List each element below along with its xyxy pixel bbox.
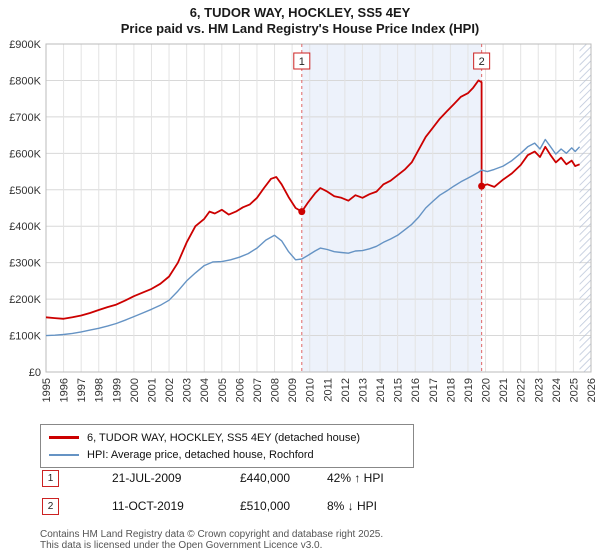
x-axis-label: 2000 <box>129 378 141 402</box>
plot-border <box>45 43 592 373</box>
x-axis-label: 2017 <box>428 378 440 402</box>
legend-item-hpi: HPI: Average price, detached house, Roch… <box>49 446 405 463</box>
x-axis-label: 2013 <box>357 378 369 402</box>
y-axis-label: £200K <box>9 294 41 306</box>
x-axis-label: 2024 <box>551 378 563 402</box>
hpi-line <box>45 138 581 337</box>
sale-point-dot <box>298 208 306 216</box>
y-axis-label: £100K <box>9 331 41 343</box>
y-axis-label: £600K <box>9 148 41 160</box>
sale-2-marker: 2 <box>42 498 59 515</box>
x-axis-label: 1995 <box>41 378 53 402</box>
sale-marker-number: 2 <box>479 56 485 68</box>
x-axis-label: 2005 <box>217 378 229 402</box>
x-axis-label: 2002 <box>164 378 176 402</box>
sale-annotation-2: 2 11-OCT-2019 £510,000 8% ↓ HPI <box>42 498 572 515</box>
x-axis-label: 2010 <box>305 378 317 402</box>
copyright-line-2: This data is licensed under the Open Gov… <box>40 540 323 551</box>
property-price-line <box>45 79 580 320</box>
y-axis-label: £400K <box>9 221 41 233</box>
x-axis-label: 2006 <box>234 378 246 402</box>
legend-item-label: 6, TUDOR WAY, HOCKLEY, SS5 4EY (detached… <box>87 431 361 444</box>
x-axis-label: 2021 <box>498 378 510 402</box>
x-axis-label: 2025 <box>568 378 580 402</box>
sale-1-marker: 1 <box>42 470 59 487</box>
price-chart: 1 2 £0 £100K £200K £300K £400K £500K £600K £700K £… <box>9 39 598 402</box>
x-axis-label: 1998 <box>94 378 106 402</box>
sale-point-dot <box>478 182 486 190</box>
y-axis-label: £900K <box>9 39 41 51</box>
between-sales-shading <box>301 44 482 372</box>
sale-marker-box <box>473 52 491 70</box>
hpi-line-swatch <box>49 453 79 456</box>
x-axis-label: 2016 <box>410 378 422 402</box>
x-axis-label: 1997 <box>76 378 88 402</box>
legend: 6, TUDOR WAY, HOCKLEY, SS5 4EY (detached… <box>40 424 414 468</box>
x-axis-label: 2009 <box>287 378 299 402</box>
x-axis-label: 2019 <box>463 378 475 402</box>
x-axis-label: 2015 <box>393 378 405 402</box>
legend-item-property: 6, TUDOR WAY, HOCKLEY, SS5 4EY (detached… <box>49 429 405 446</box>
x-axis-label: 2012 <box>340 378 352 402</box>
y-axis-label: £500K <box>9 185 41 197</box>
x-axis-label: 2004 <box>199 378 211 402</box>
page-title: 6, TUDOR WAY, HOCKLEY, SS5 4EY <box>189 5 411 20</box>
sale-1-price: £440,000 <box>240 471 291 485</box>
page-subtitle: Price paid vs. HM Land Registry's House … <box>120 21 480 36</box>
x-axis-label: 2020 <box>481 378 493 402</box>
sale-1-date: 21-JUL-2009 <box>112 471 182 485</box>
x-axis-label: 1999 <box>111 378 123 402</box>
y-axis-label: £700K <box>9 112 41 124</box>
sale-1-hpi-diff: 42% ↑ HPI <box>327 471 384 485</box>
sale-2-hpi-diff: 8% ↓ HPI <box>327 499 378 513</box>
sale-marker-number: 1 <box>299 56 305 68</box>
y-axis-label: £300K <box>9 258 41 270</box>
x-axis-label: 2026 <box>586 378 598 402</box>
x-axis-label: 2008 <box>270 378 282 402</box>
sale-annotation-1: 1 21-JUL-2009 £440,000 42% ↑ HPI <box>42 470 572 487</box>
sale-marker-box <box>293 52 311 70</box>
property-line-swatch <box>49 436 79 439</box>
y-axis-label: £0 <box>29 367 41 379</box>
x-axis-label: 2007 <box>252 378 264 402</box>
x-axis-label: 2014 <box>375 378 387 402</box>
x-axis-label: 2003 <box>182 378 194 402</box>
x-axis-label: 2023 <box>533 378 545 402</box>
x-axis-label: 2001 <box>146 378 158 402</box>
future-hatch-region <box>579 44 591 372</box>
x-axis-label: 2022 <box>516 378 528 402</box>
x-axis-label: 2018 <box>445 378 457 402</box>
sale-2-date: 11-OCT-2019 <box>112 499 184 513</box>
y-axis-label: £800K <box>9 75 41 87</box>
x-axis-label: 2011 <box>322 378 334 402</box>
sale-2-price: £510,000 <box>240 499 291 513</box>
legend-item-label: HPI: Average price, detached house, Roch… <box>87 448 314 461</box>
copyright-line-1: Contains HM Land Registry data © Crown c… <box>40 529 384 540</box>
x-axis-label: 1996 <box>59 378 71 402</box>
